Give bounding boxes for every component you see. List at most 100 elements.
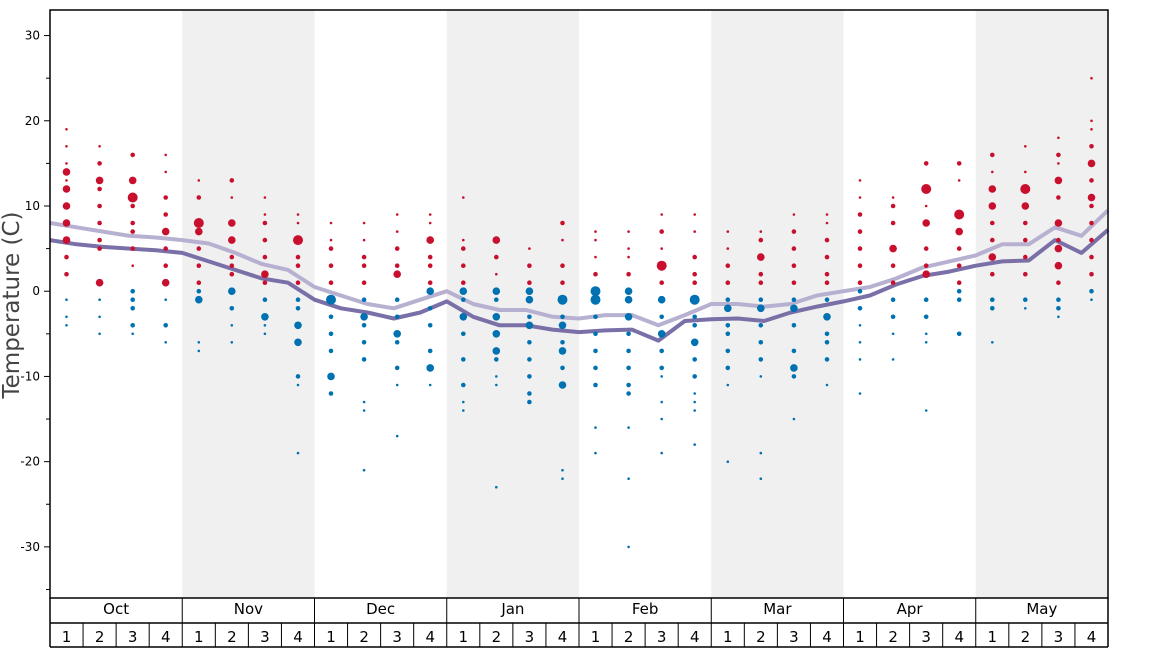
cold-point xyxy=(492,347,501,355)
warm-point xyxy=(627,230,630,233)
week-label: 2 xyxy=(359,628,369,646)
cold-point xyxy=(1056,306,1061,311)
warm-point xyxy=(923,246,929,251)
warm-point xyxy=(560,280,565,286)
warm-point xyxy=(1023,237,1028,243)
cold-point xyxy=(328,391,334,396)
cold-point xyxy=(594,426,597,429)
warm-point xyxy=(890,220,896,226)
cold-point xyxy=(197,349,201,353)
cold-point xyxy=(1023,297,1028,303)
warm-point xyxy=(196,246,202,251)
warm-point xyxy=(527,280,532,286)
y-tick-label: -20 xyxy=(20,455,40,469)
cold-point xyxy=(163,323,168,328)
cold-point xyxy=(394,340,400,345)
cold-point xyxy=(527,314,532,320)
cold-point xyxy=(263,324,267,327)
warm-point xyxy=(193,218,204,228)
warm-point xyxy=(164,170,167,174)
warm-point xyxy=(660,213,663,216)
cold-point xyxy=(492,287,501,296)
cold-point xyxy=(791,323,797,328)
cold-point xyxy=(858,324,862,327)
week-label: 4 xyxy=(293,628,303,646)
cold-point xyxy=(395,434,399,438)
cold-point xyxy=(593,314,598,320)
warm-point xyxy=(262,254,268,260)
week-label: 4 xyxy=(425,628,435,646)
cold-point xyxy=(857,306,863,311)
cold-point xyxy=(891,358,895,361)
cold-point xyxy=(495,485,498,489)
cold-point xyxy=(624,287,633,296)
warm-point xyxy=(229,271,235,277)
week-label: 2 xyxy=(492,628,502,646)
cold-point xyxy=(130,323,135,328)
warm-point xyxy=(594,255,597,259)
warm-point xyxy=(991,170,994,174)
warm-point xyxy=(792,213,796,216)
warm-point xyxy=(1089,144,1094,149)
cold-point xyxy=(296,383,300,387)
cold-point xyxy=(1056,297,1061,303)
week-label: 1 xyxy=(326,628,336,646)
warm-point xyxy=(824,254,830,260)
warm-point xyxy=(924,204,928,208)
cold-point xyxy=(558,381,567,389)
warm-point xyxy=(990,237,995,243)
cold-point xyxy=(561,468,564,472)
cold-point xyxy=(426,364,435,372)
warm-point xyxy=(395,213,399,216)
cold-point xyxy=(627,545,630,549)
week-label: 1 xyxy=(459,628,469,646)
warm-point xyxy=(128,176,137,185)
warm-point xyxy=(62,236,71,244)
cold-point xyxy=(594,451,597,455)
warm-point xyxy=(1056,280,1061,286)
cold-point xyxy=(362,400,366,404)
cold-point xyxy=(295,306,301,311)
warm-point xyxy=(65,145,68,148)
cold-point xyxy=(758,340,764,345)
warm-point xyxy=(725,280,731,286)
warm-point xyxy=(692,280,697,286)
cold-point xyxy=(196,288,202,294)
warm-point xyxy=(1090,128,1093,131)
warm-point xyxy=(560,263,565,269)
warm-point xyxy=(1024,145,1027,148)
cold-point xyxy=(130,297,135,303)
cold-point xyxy=(327,372,335,381)
cold-point xyxy=(626,391,631,396)
warm-point xyxy=(990,220,995,226)
cold-point xyxy=(924,332,928,336)
cold-point xyxy=(725,297,731,303)
cold-point xyxy=(428,383,432,387)
cold-point xyxy=(461,331,466,337)
warm-point xyxy=(757,253,765,261)
warm-point xyxy=(461,263,466,269)
warm-point xyxy=(296,213,300,216)
warm-point xyxy=(594,230,597,233)
cold-point xyxy=(790,364,798,372)
cold-point xyxy=(395,383,399,387)
warm-point xyxy=(1089,254,1094,260)
cold-point xyxy=(427,306,433,311)
warm-point xyxy=(263,196,267,199)
cold-point xyxy=(560,340,565,345)
cold-point xyxy=(427,348,433,354)
cold-point xyxy=(361,323,367,328)
cold-point xyxy=(525,321,534,330)
cold-point xyxy=(164,298,167,302)
cold-point xyxy=(593,365,598,371)
week-label: 3 xyxy=(128,628,138,646)
warm-point xyxy=(824,280,830,286)
warm-point xyxy=(130,229,135,234)
cold-point xyxy=(660,400,663,404)
warm-point xyxy=(825,213,829,216)
warm-point xyxy=(791,229,797,234)
cold-point xyxy=(692,374,697,379)
warm-point xyxy=(1089,178,1094,183)
warm-point xyxy=(261,270,269,279)
cold-point xyxy=(890,297,896,303)
